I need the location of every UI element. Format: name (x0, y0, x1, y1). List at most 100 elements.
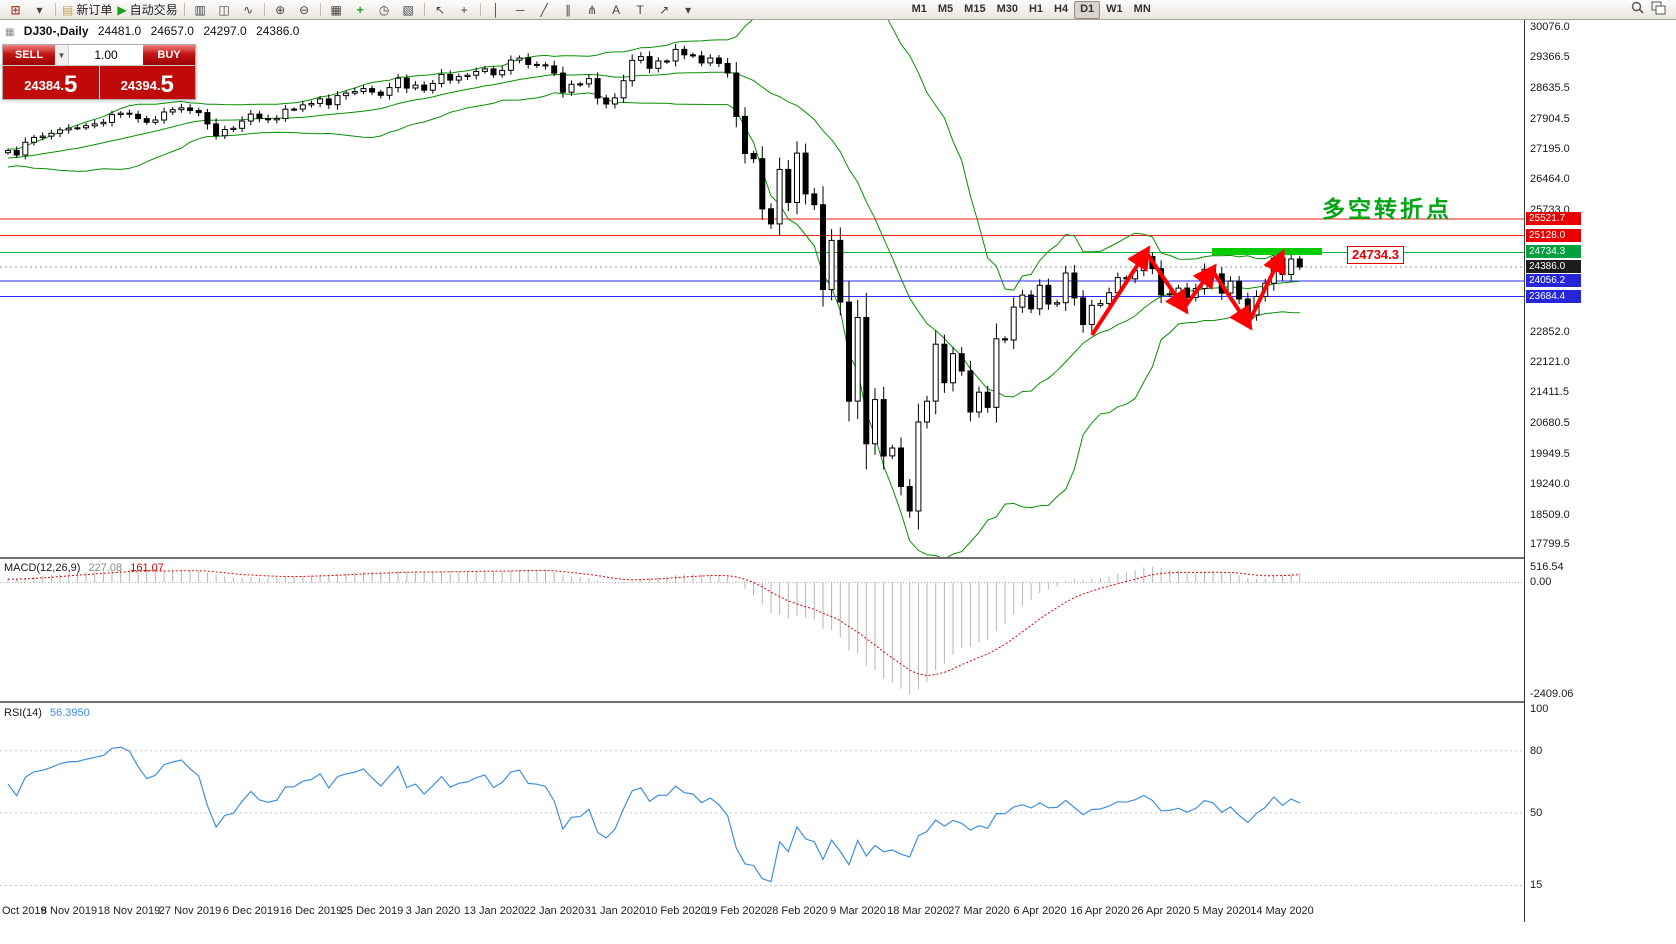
label-button[interactable]: T (629, 1, 652, 19)
price-axis-label: 21411.5 (1530, 386, 1569, 398)
timeframe-group: M1 M5 M15 M30 H1 H4 D1 W1 MN (907, 0, 1156, 19)
timeframe-m15[interactable]: M15 (964, 2, 986, 15)
sell-price: 24384. (24, 78, 64, 93)
date-label: 6 Apr 2020 (1013, 905, 1067, 917)
sell-price-button[interactable]: 24384. 5 (3, 66, 99, 99)
horizontal-line-button[interactable]: ─ (509, 1, 532, 19)
price-axis-label: 29366.5 (1530, 51, 1570, 63)
pitchfork-button[interactable]: ⋔ (581, 1, 604, 19)
buy-price: 24394. (120, 78, 161, 93)
arrows-icon: ↗ (659, 2, 670, 17)
new-order-icon: ▤ (62, 2, 74, 17)
price-axis[interactable]: 30076.0 29366.5 28635.5 27904.5 27195.0 26464… (1524, 20, 1676, 922)
price-axis-label: 22852.0 (1530, 326, 1570, 338)
date-label: Oct 2019 (2, 905, 47, 917)
crosshair-button[interactable]: + (453, 1, 476, 19)
turning-point-annotation: 多空转折点 (1322, 196, 1452, 222)
time-axis[interactable]: Oct 2019 8 Nov 2019 18 Nov 2019 27 Nov 2019… (0, 900, 1524, 922)
new-order-button[interactable]: ▤ 新订单 (60, 1, 114, 19)
windows-button[interactable] (1651, 0, 1666, 20)
price-marker: 24056.2 (1526, 274, 1581, 287)
zoom-out-button[interactable]: ⊖ (293, 1, 316, 19)
main-chart[interactable] (0, 20, 1524, 557)
pitchfork-icon: ⋔ (587, 2, 598, 17)
toolbar-separator (263, 3, 265, 16)
chart-info-line: ▦ DJ30-,Daily 24481.0 24657.0 24297.0 24… (5, 24, 305, 38)
new-chart-button[interactable]: ⊞ (4, 1, 27, 19)
date-label: 22 Jan 2020 (523, 905, 585, 917)
timeframe-m1[interactable]: M1 (911, 2, 927, 15)
ohlc-high: 24657.0 (150, 24, 194, 38)
buy-price-pip: 5 (160, 71, 174, 98)
arrows-button[interactable]: ↗ (653, 1, 676, 19)
volume-input[interactable] (69, 45, 143, 65)
toolbar: ⊞ ▾ ▤ 新订单 ▶ 自动交易 ▥ ◫ ∿ ⊕ ⊖ ▦ + ◷ ▧ ↖ + │ ─ ╱ ∥ ⋔ A T ↗ ▾ M1 M5 M15 M3… (0, 0, 1676, 20)
add-indicator-button[interactable]: + (349, 1, 372, 19)
timeframe-h4[interactable]: H4 (1054, 2, 1069, 15)
price-axis-label: 26464.0 (1530, 173, 1570, 185)
chart-profile-dropdown[interactable]: ▾ (28, 1, 51, 19)
rsi-axis-label: 80 (1530, 745, 1543, 757)
toolbar-separator (479, 3, 481, 16)
candlestick-chart-icon: ◫ (218, 2, 230, 17)
level-lines (0, 218, 1524, 297)
symbol-period: DJ30-,Daily (23, 24, 89, 38)
resistance-zone-bar (1212, 248, 1322, 255)
tile-windows-button[interactable]: ▦ (325, 1, 348, 19)
chart-profile-dropdown-icon: ▾ (36, 2, 43, 17)
rsi-line (7, 746, 1301, 883)
candlestick-chart-button[interactable]: ◫ (213, 1, 236, 19)
buy-button[interactable]: BUY (143, 45, 195, 65)
timeframe-h1[interactable]: H1 (1028, 2, 1044, 15)
timeframe-w1[interactable]: W1 (1106, 2, 1123, 15)
date-label: 19 Feb 2020 (705, 905, 767, 917)
templates-button[interactable]: ▧ (397, 1, 420, 19)
date-label: 18 Nov 2019 (97, 905, 161, 917)
search-button[interactable] (1630, 0, 1645, 20)
macd-value: 227.08 (88, 562, 123, 574)
vertical-line-button[interactable]: │ (485, 1, 508, 19)
timeframe-m30[interactable]: M30 (996, 2, 1018, 15)
date-label: 26 Apr 2020 (1131, 905, 1191, 917)
rsi-panel[interactable] (0, 703, 1524, 900)
timeframe-d1[interactable]: D1 (1074, 0, 1101, 19)
price-marker: 24386.0 (1526, 260, 1581, 273)
sell-button[interactable]: SELL (3, 45, 55, 65)
price-axis-label: 27195.0 (1530, 143, 1570, 155)
ohlc-close: 24386.0 (256, 24, 300, 38)
trendline-button[interactable]: ╱ (533, 1, 556, 19)
zoom-in-button[interactable]: ⊕ (269, 1, 292, 19)
channel-button[interactable]: ∥ (557, 1, 580, 19)
vertical-line-icon: │ (492, 2, 500, 17)
zoom-out-icon: ⊖ (299, 2, 310, 17)
macd-name: MACD(12,26,9) (4, 562, 81, 574)
price-axis-label: 19240.0 (1530, 478, 1570, 490)
line-chart-button[interactable]: ∿ (237, 1, 260, 19)
volume-dropdown-icon[interactable]: ▼ (55, 45, 69, 65)
macd-panel[interactable] (0, 559, 1524, 701)
price-axis-label: 22121.0 (1530, 356, 1570, 368)
level-price-label: 24734.3 (1347, 246, 1404, 264)
cursor-button[interactable]: ↖ (429, 1, 452, 19)
autotrading-button[interactable]: ▶ 自动交易 (115, 1, 179, 19)
rsi-axis-label: 100 (1530, 703, 1549, 715)
panel-splitter[interactable] (0, 701, 1676, 703)
rsi-name: RSI(14) (4, 707, 42, 719)
price-axis-label: 30076.0 (1530, 21, 1570, 33)
price-axis-label: 28635.5 (1530, 82, 1570, 94)
templates-icon: ▧ (402, 2, 414, 17)
zoom-in-icon: ⊕ (275, 2, 286, 17)
buy-price-button[interactable]: 24394. 5 (99, 66, 195, 99)
rsi-axis-label: 50 (1530, 807, 1543, 819)
trendline-icon: ╱ (540, 2, 548, 17)
timeframe-m5[interactable]: M5 (937, 2, 954, 15)
bar-chart-button[interactable]: ▥ (189, 1, 212, 19)
periods-button[interactable]: ◷ (373, 1, 396, 19)
rsi-indicator-label: RSI(14) 56.3950 (4, 707, 90, 719)
arrows-dropdown[interactable]: ▾ (677, 1, 700, 19)
timeframe-mn[interactable]: MN (1133, 2, 1151, 15)
panel-splitter[interactable] (0, 557, 1676, 559)
bar-chart-icon: ▥ (194, 2, 206, 17)
text-button[interactable]: A (605, 1, 628, 19)
